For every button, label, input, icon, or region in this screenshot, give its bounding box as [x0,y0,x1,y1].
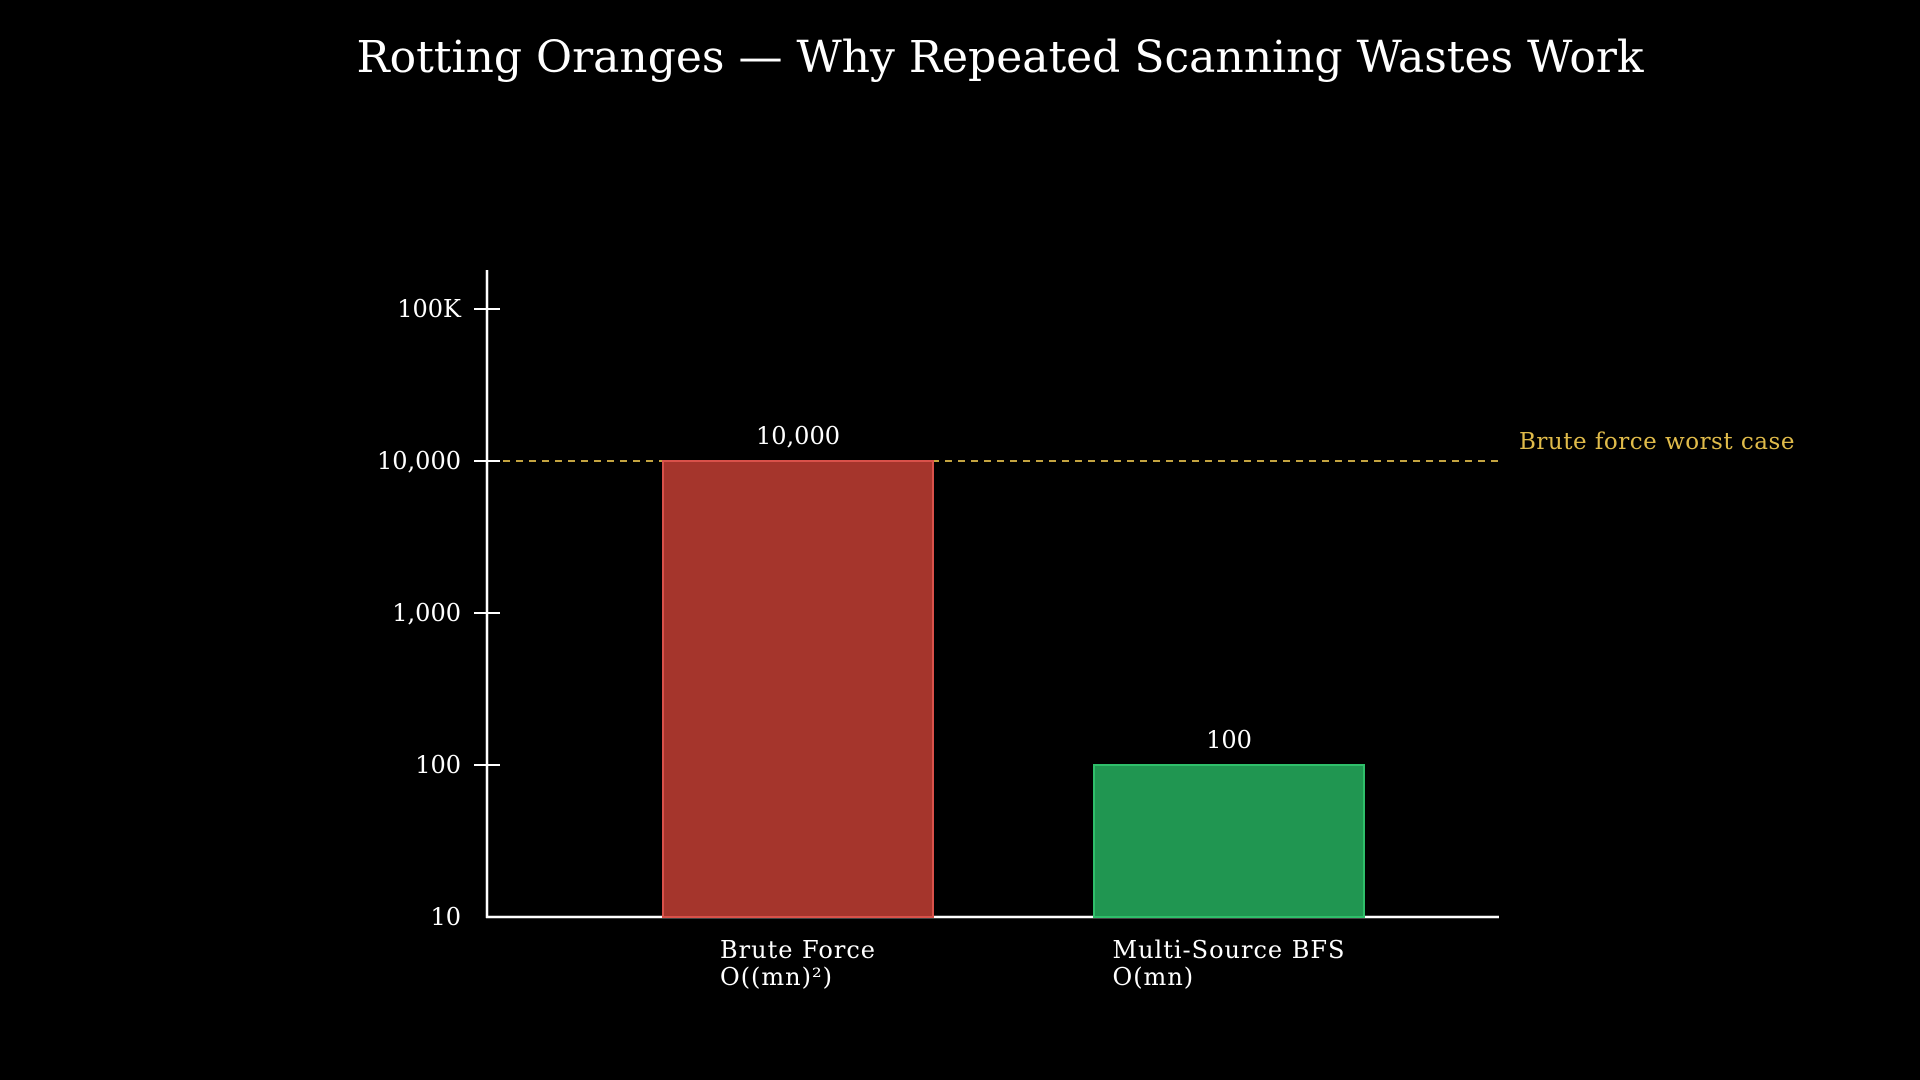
bar [1093,764,1365,918]
bar-value-label: 10,000 [756,422,840,450]
reference-line-group: Brute force worst case [503,429,1795,462]
bars [662,460,1365,918]
y-tick-label: 10,000 [377,447,461,475]
x-category-complexity-label: O((mn)²) [720,963,833,991]
x-category-complexity-label: O(mn) [1113,963,1195,991]
y-tick-label: 100 [415,751,461,779]
y-tick-label: 10 [430,903,461,931]
x-category-label: Multi-Source BFS [1113,936,1346,964]
chart-title: Rotting Oranges — Why Repeated Scanning … [356,32,1643,83]
bar-value-label: 100 [1206,726,1252,754]
reference-line-label: Brute force worst case [1519,429,1795,455]
bar [662,460,934,918]
x-category-label: Brute Force [720,936,876,964]
y-tick-label: 1,000 [392,599,461,627]
axes: 10 100 1,000 10,000 100K [377,270,1499,931]
y-tick-label: 100K [397,295,462,323]
